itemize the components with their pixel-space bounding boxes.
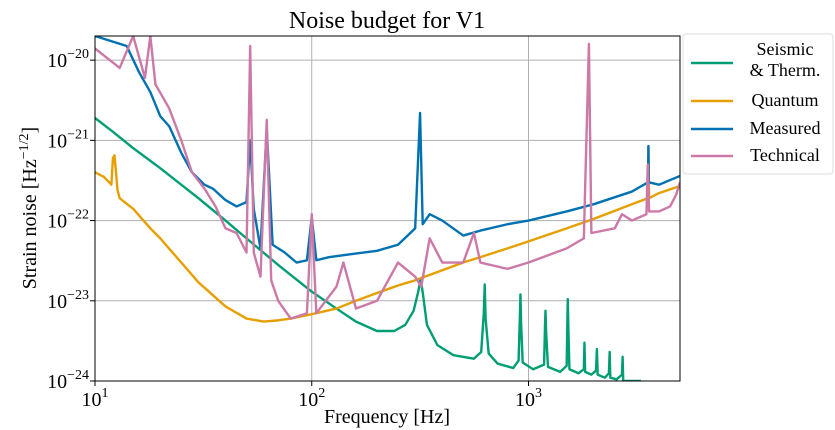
legend-frame xyxy=(682,33,834,175)
legend-label-technical: Technical xyxy=(750,145,820,165)
x-tick-label: 102 xyxy=(298,386,325,411)
series-line-seismic-therm xyxy=(95,117,641,381)
legend-label-seismic-therm: Seismic xyxy=(757,39,814,59)
plot-frame xyxy=(94,35,681,382)
y-tick-label: 10−20 xyxy=(47,47,89,72)
legend-label-measured: Measured xyxy=(750,118,821,138)
series-line-technical xyxy=(95,36,680,320)
y-tick-label: 10−23 xyxy=(47,288,89,313)
legend: Seismic& Therm. Quantum Measured Technical xyxy=(682,33,834,175)
y-tick-label: 10−24 xyxy=(47,368,89,393)
series-group xyxy=(95,36,680,381)
y-axis-label-exponent: −1/2 xyxy=(17,133,32,159)
y-tick-label: 10−22 xyxy=(47,208,89,233)
x-tick-label: 103 xyxy=(515,386,542,411)
chart-title: Noise budget for V1 xyxy=(289,8,485,34)
y-axis-label-main: Strain noise [Hz xyxy=(19,159,41,289)
axis-ticks: 101 102 103 10−24 10−23 10−22 10−21 10−20 xyxy=(47,47,542,411)
y-axis-label: Strain noise [Hz−1/2] xyxy=(17,127,41,289)
y-axis-label-close: ] xyxy=(19,127,41,134)
y-tick-label: 10−21 xyxy=(47,127,89,152)
x-tick-label: 101 xyxy=(82,386,109,411)
series-line-quantum xyxy=(95,144,680,323)
legend-label-quantum: Quantum xyxy=(752,90,819,110)
legend-label-seismic-therm: & Therm. xyxy=(750,60,821,80)
x-axis-label: Frequency [Hz] xyxy=(324,406,450,428)
